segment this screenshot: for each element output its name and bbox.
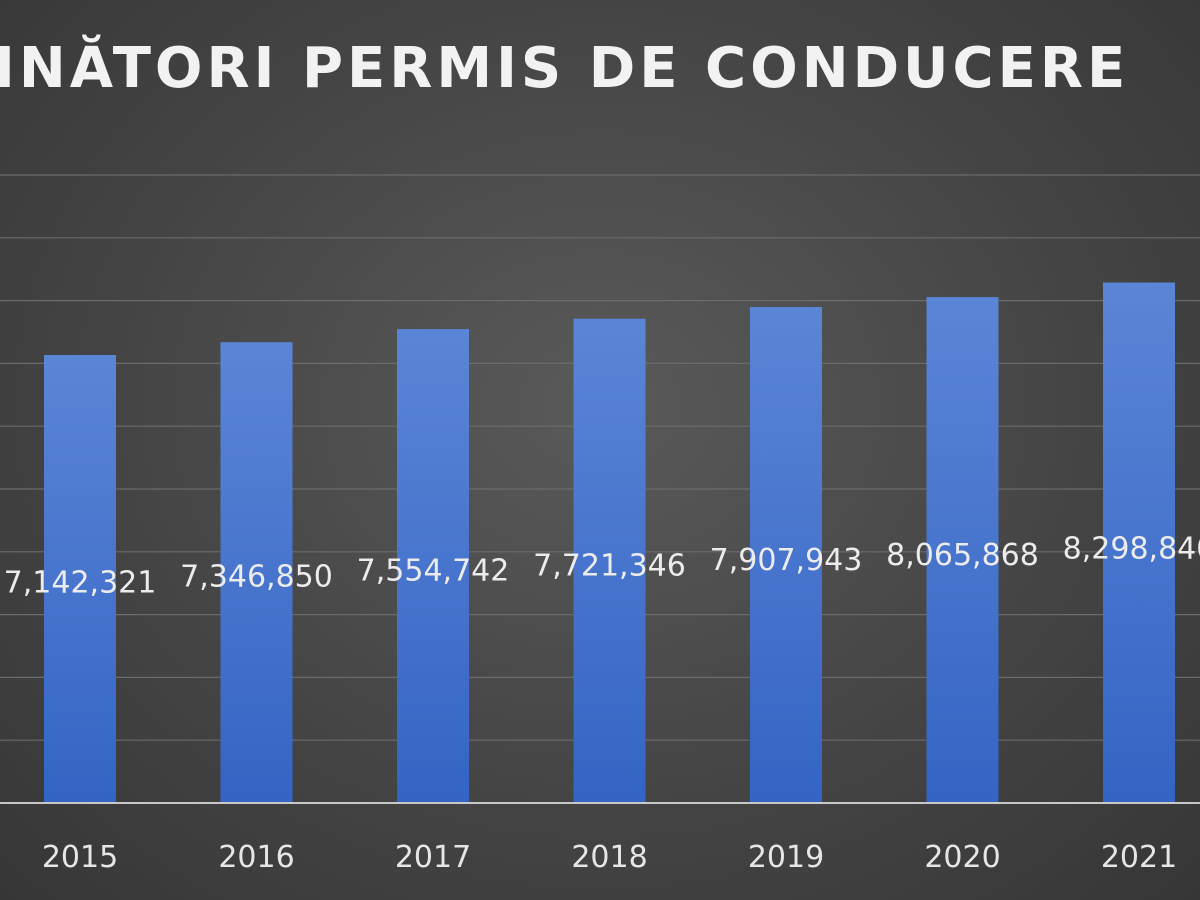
- data-label-2017: 7,554,742: [357, 553, 510, 588]
- x-tick-label-2016: 2016: [218, 840, 294, 875]
- data-labels: 7,142,321 7,346,850 7,554,742 7,721,346 7,90…: [4, 531, 1200, 600]
- data-label-2016: 7,346,850: [180, 559, 333, 594]
- data-label-2018: 7,721,346: [533, 548, 686, 583]
- x-tick-label-2019: 2019: [748, 840, 824, 875]
- chart-title: INĂTORI PERMIS DE CONDUCERE: [0, 36, 1130, 101]
- x-tick-label-2020: 2020: [924, 840, 1000, 875]
- data-label-2021: 8,298,840: [1063, 531, 1200, 566]
- bar-2016: [220, 342, 293, 803]
- bar-2020: [926, 297, 999, 803]
- bar-2019: [750, 307, 822, 803]
- bar-2021: [1103, 282, 1175, 803]
- x-tick-label-2017: 2017: [395, 840, 471, 875]
- bars: [44, 282, 1175, 803]
- x-tick-label-2018: 2018: [571, 840, 647, 875]
- x-tick-label-2021: 2021: [1101, 840, 1177, 875]
- bar-2017: [397, 329, 469, 803]
- data-label-2020: 8,065,868: [886, 538, 1039, 573]
- x-tick-label-2015: 2015: [42, 840, 118, 875]
- data-label-2019: 7,907,943: [710, 543, 863, 578]
- data-label-2015: 7,142,321: [4, 565, 157, 600]
- bar-2018: [573, 318, 646, 803]
- x-axis-tick-labels: 2015 2016 2017 2018 2019 2020 2021: [42, 840, 1177, 875]
- bar-2015: [44, 355, 116, 803]
